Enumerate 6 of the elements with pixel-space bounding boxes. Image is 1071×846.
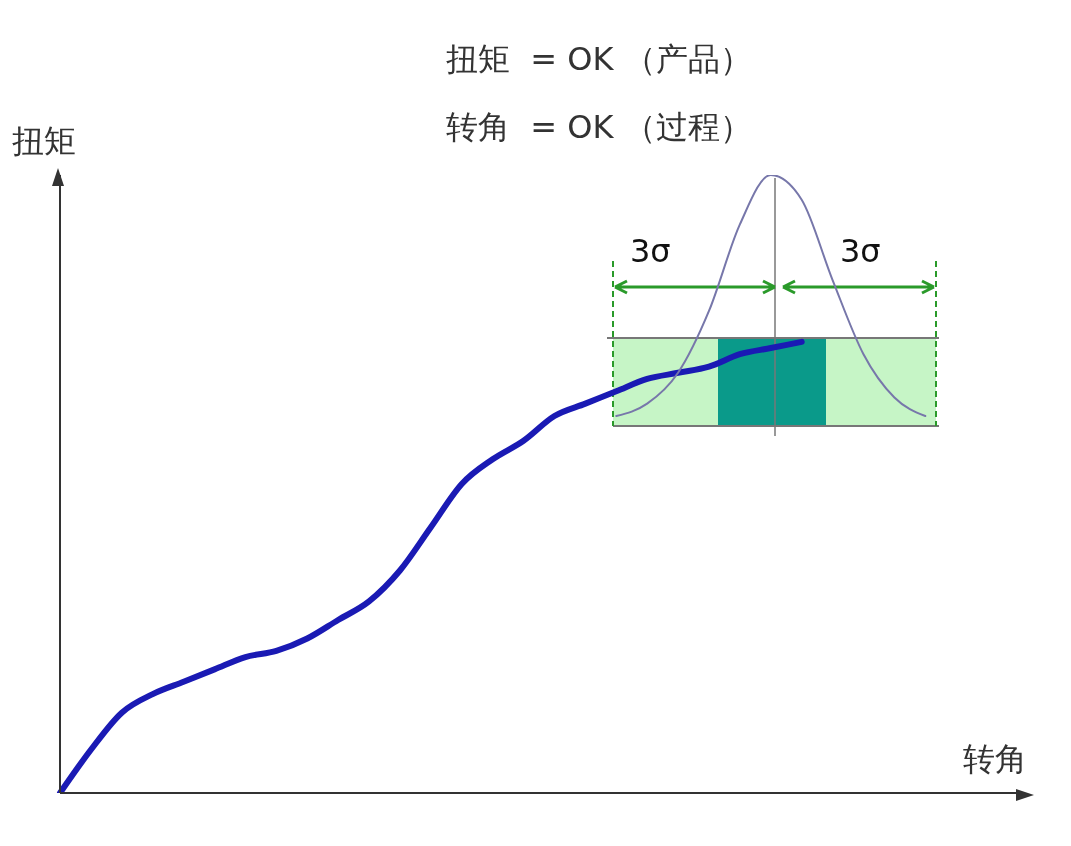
annotation: 3σ xyxy=(630,232,671,270)
y-axis-title: 扭矩 xyxy=(12,121,76,162)
text: 转角 = OK （过程） xyxy=(446,107,752,148)
x-axis-title: 转角 xyxy=(963,739,1027,780)
text: 扭矩 = OK （产品） xyxy=(446,39,752,80)
annotation: 3σ xyxy=(840,232,881,270)
